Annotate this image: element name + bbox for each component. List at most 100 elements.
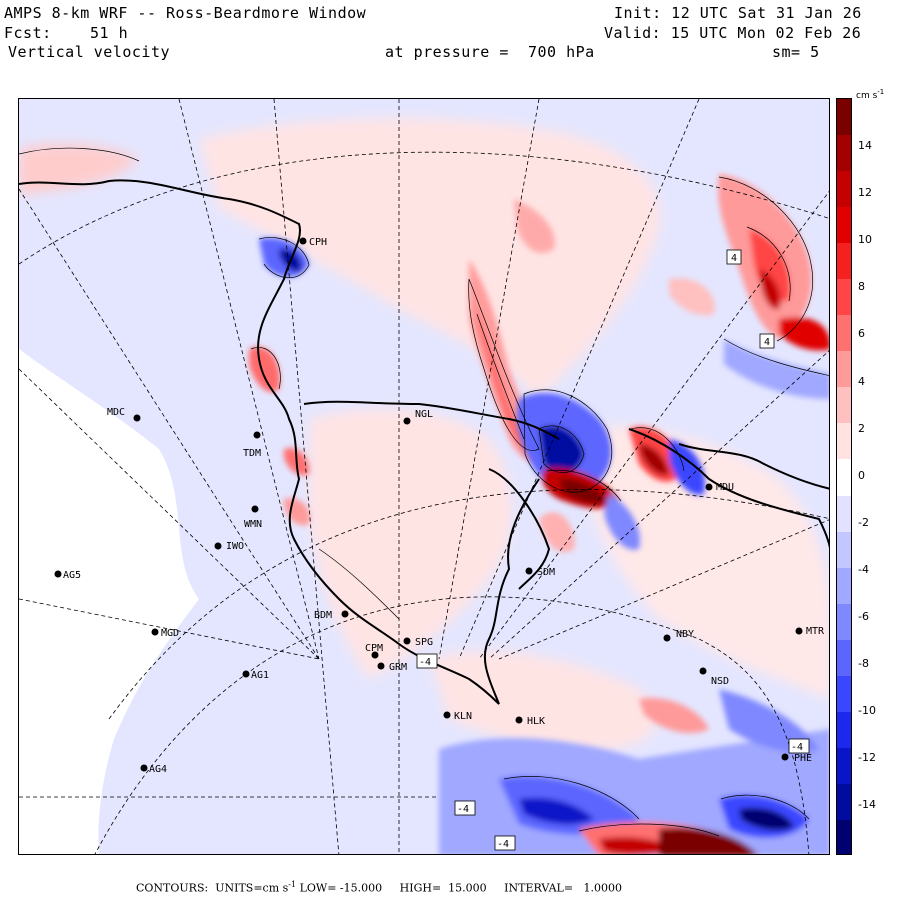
colorbar-swatch [837, 747, 851, 785]
forecast-label: Fcst: [4, 24, 52, 42]
grid-lon-3 [19, 188, 320, 660]
footer-high: HIGH= 15.000 [399, 881, 487, 895]
stn-tdm-label[interactable]: TDM [243, 448, 261, 459]
stn-wmn-dot [251, 505, 259, 513]
colorbar-label: -10 [858, 704, 876, 718]
grid-lat-3 [94, 596, 810, 854]
colorbar-label: 4 [858, 374, 865, 388]
stn-mdu-dot [705, 483, 713, 491]
stn-cph-label[interactable]: CPH [309, 237, 327, 248]
stn-hlk-label[interactable]: HLK [527, 716, 545, 727]
stn-nby-dot [663, 634, 671, 642]
footer-interval: INTERVAL= 1.0000 [504, 881, 623, 895]
contour-label-5: -4 [791, 742, 803, 753]
ross-ice-shelf-edge [19, 179, 540, 705]
coastline-east [628, 428, 829, 549]
colorbar-swatch [837, 711, 851, 749]
colorbar-swatch [837, 315, 851, 353]
colorbar-label: -8 [858, 657, 869, 671]
colorbar-label: 0 [858, 468, 865, 482]
stn-cpm-label[interactable]: CPM [365, 643, 383, 654]
valid-time: Valid: 15 UTC Mon 02 Feb 26 [604, 24, 862, 42]
weak-ascent-areas [19, 118, 829, 752]
colorbar-label: -14 [858, 798, 876, 812]
vertical-velocity-map: MDC TDM WMN IWO AG5 MGD AG1 AG4 BDM CPM … [18, 98, 830, 855]
stn-ag4-label[interactable]: AG4 [149, 764, 167, 775]
grid-lon-7 [438, 99, 540, 660]
colorbar-swatch [837, 171, 851, 209]
stn-mgd-dot [151, 628, 159, 636]
stn-mdu-label[interactable]: MDU [716, 482, 734, 493]
colorbar-swatch [837, 495, 851, 533]
colorbar-swatch [837, 459, 851, 497]
no-data-region [19, 349, 199, 854]
colorbar-swatch [837, 387, 851, 425]
colorbar-swatch [837, 675, 851, 713]
stn-ag5-label[interactable]: AG5 [63, 570, 81, 581]
stn-mdc-dot [133, 414, 141, 422]
stn-iwo-dot [214, 542, 222, 550]
footer-contours: CONTOURS: [136, 881, 209, 895]
wave-field-bottom [439, 689, 829, 854]
stn-sdm-dot [525, 567, 533, 575]
stn-kln-label[interactable]: KLN [454, 711, 472, 722]
contour-label-4: -4 [457, 804, 469, 815]
colorbar-label: -6 [858, 610, 869, 623]
colorbar-label: 8 [858, 280, 865, 294]
stn-nsd-label[interactable]: NSD [711, 676, 729, 687]
stn-mgd-label[interactable]: MGD [161, 628, 179, 639]
stn-grm-label[interactable]: GRM [389, 662, 407, 673]
stn-wmn-label[interactable]: WMN [244, 519, 262, 530]
stn-cpm-dot [371, 651, 379, 659]
stn-ngl-dot [403, 417, 411, 425]
colorbar-label: 6 [858, 327, 865, 341]
stn-bdm-label[interactable]: BDM [314, 610, 332, 621]
stn-kln-dot [443, 711, 451, 719]
colorbar-label: -12 [858, 751, 876, 765]
colorbar-swatch [837, 639, 851, 677]
stn-spg-label[interactable]: SPG [415, 637, 433, 648]
stn-spg-dot [403, 637, 411, 645]
grid-lon-2 [178, 99, 320, 660]
stn-nby-label[interactable]: NBY [676, 629, 694, 640]
stn-phe-dot [781, 753, 789, 761]
colorbar-swatch [837, 567, 851, 605]
stn-nsd-dot [699, 667, 707, 675]
stn-mtr-dot [795, 627, 803, 635]
latlon-grid [19, 99, 829, 854]
stn-mtr-label[interactable]: MTR [806, 626, 825, 637]
colorbar-swatch [837, 207, 851, 245]
ascent-band [469, 199, 575, 553]
stn-iwo-label[interactable]: IWO [226, 541, 244, 552]
coastlines [19, 179, 829, 705]
footer-units-exp: -1 [288, 880, 297, 889]
grid-lat-2 [108, 489, 829, 720]
stn-phe-label[interactable]: PHE [794, 753, 812, 764]
colorbar-swatch [837, 603, 851, 641]
contour-value-labels: 4 4 -4 -4 -4 -4 [416, 249, 810, 851]
colorbar-label: 14 [858, 139, 872, 152]
coastline-rock [488, 468, 551, 590]
stn-ag1-label[interactable]: AG1 [251, 670, 269, 681]
stn-ngl-label[interactable]: NGL [415, 409, 433, 420]
colorbar-label: -4 [858, 562, 869, 576]
field-name: Vertical velocity [8, 43, 171, 61]
grid-lat-1 [19, 151, 829, 265]
map-svg: MDC TDM WMN IWO AG5 MGD AG1 AG4 BDM CPM … [19, 99, 829, 854]
contour-label-1: 4 [731, 253, 737, 264]
pressure-level: at pressure = 700 hPa [385, 43, 595, 61]
contour-label-3: -4 [419, 657, 431, 668]
stn-mdc-label[interactable]: MDC [107, 407, 125, 418]
contour-info-footer: CONTOURS: UNITS=cm s-1 LOW= -15.000 HIGH… [136, 880, 622, 895]
colorbar-swatch [837, 783, 851, 821]
stn-grm-dot [377, 662, 385, 670]
colorbar-label: 2 [858, 421, 865, 435]
colorbar-swatch [837, 531, 851, 569]
stn-cph-dot [299, 237, 307, 245]
stn-sdm-label[interactable]: SDM [537, 567, 555, 578]
colorbar-label: 10 [858, 233, 872, 247]
colorbar-swatch [837, 135, 851, 173]
colorbar-swatch [837, 351, 851, 389]
colorbar-swatch [837, 279, 851, 317]
footer-low: LOW= -15.000 [299, 881, 383, 895]
